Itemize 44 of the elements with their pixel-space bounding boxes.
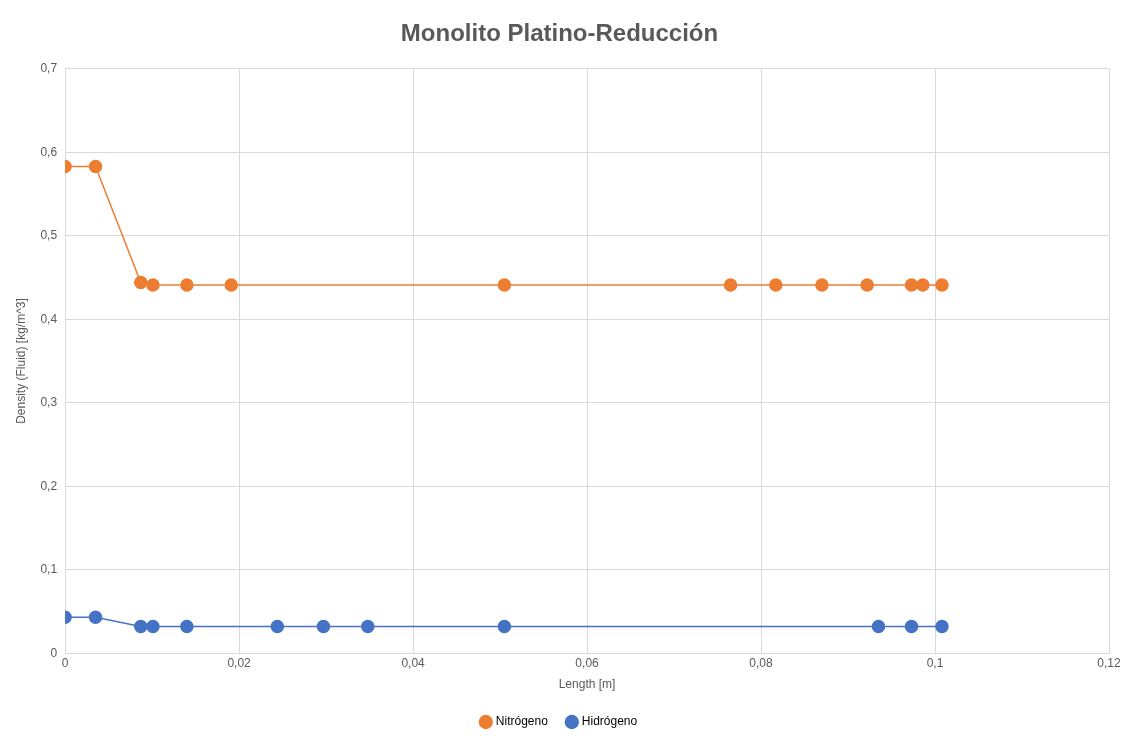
point bbox=[180, 278, 194, 292]
point bbox=[361, 619, 375, 634]
point bbox=[904, 619, 919, 634]
y-tick-label: 0,3 bbox=[40, 395, 58, 410]
x-tick-label: 0,02 bbox=[227, 655, 252, 670]
point bbox=[134, 275, 148, 290]
y-tick-label: 0,7 bbox=[40, 61, 58, 76]
x-tick-label: 0,12 bbox=[1097, 655, 1121, 670]
y-tick-label: 0,6 bbox=[40, 144, 58, 159]
point bbox=[146, 619, 160, 634]
point bbox=[316, 619, 331, 634]
point bbox=[88, 610, 103, 625]
x-axis-title: Length [m] bbox=[558, 677, 616, 692]
point bbox=[769, 278, 783, 292]
y-tick-label: 0,4 bbox=[40, 311, 58, 326]
y-axis-title: Density (Fluid) [kg/m^3] bbox=[13, 298, 28, 424]
legend-label: Nitrógeno bbox=[495, 714, 549, 729]
x-tick-label: 0,06 bbox=[575, 655, 600, 670]
y-tick-label: 0 bbox=[50, 645, 58, 660]
point bbox=[497, 278, 512, 292]
point bbox=[146, 278, 160, 292]
point bbox=[88, 159, 103, 174]
point bbox=[497, 619, 512, 634]
y-tick-label: 0,1 bbox=[40, 562, 58, 577]
point bbox=[916, 278, 930, 292]
point bbox=[815, 278, 829, 292]
chart-title: Monolito Platino-Reducción bbox=[400, 19, 719, 47]
legend-label: Hidrógeno bbox=[581, 714, 638, 729]
x-tick-label: 0,08 bbox=[749, 655, 774, 670]
x-tick-label: 0,1 bbox=[926, 655, 944, 670]
point bbox=[134, 619, 148, 634]
point bbox=[860, 278, 874, 292]
x-tick-label: 0 bbox=[61, 655, 69, 670]
point bbox=[904, 278, 919, 292]
point bbox=[224, 278, 238, 292]
point bbox=[871, 619, 886, 634]
point bbox=[270, 619, 285, 634]
point bbox=[180, 619, 194, 634]
point bbox=[935, 278, 949, 292]
y-tick-label: 0,2 bbox=[40, 478, 58, 493]
point bbox=[723, 278, 738, 292]
point bbox=[935, 619, 949, 634]
y-tick-label: 0,5 bbox=[40, 228, 58, 243]
x-tick-label: 0,04 bbox=[401, 655, 426, 670]
